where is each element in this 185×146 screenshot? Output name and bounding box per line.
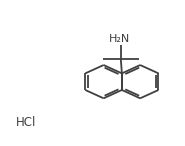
- Text: HCl: HCl: [15, 116, 36, 129]
- Text: H₂N: H₂N: [109, 34, 131, 44]
